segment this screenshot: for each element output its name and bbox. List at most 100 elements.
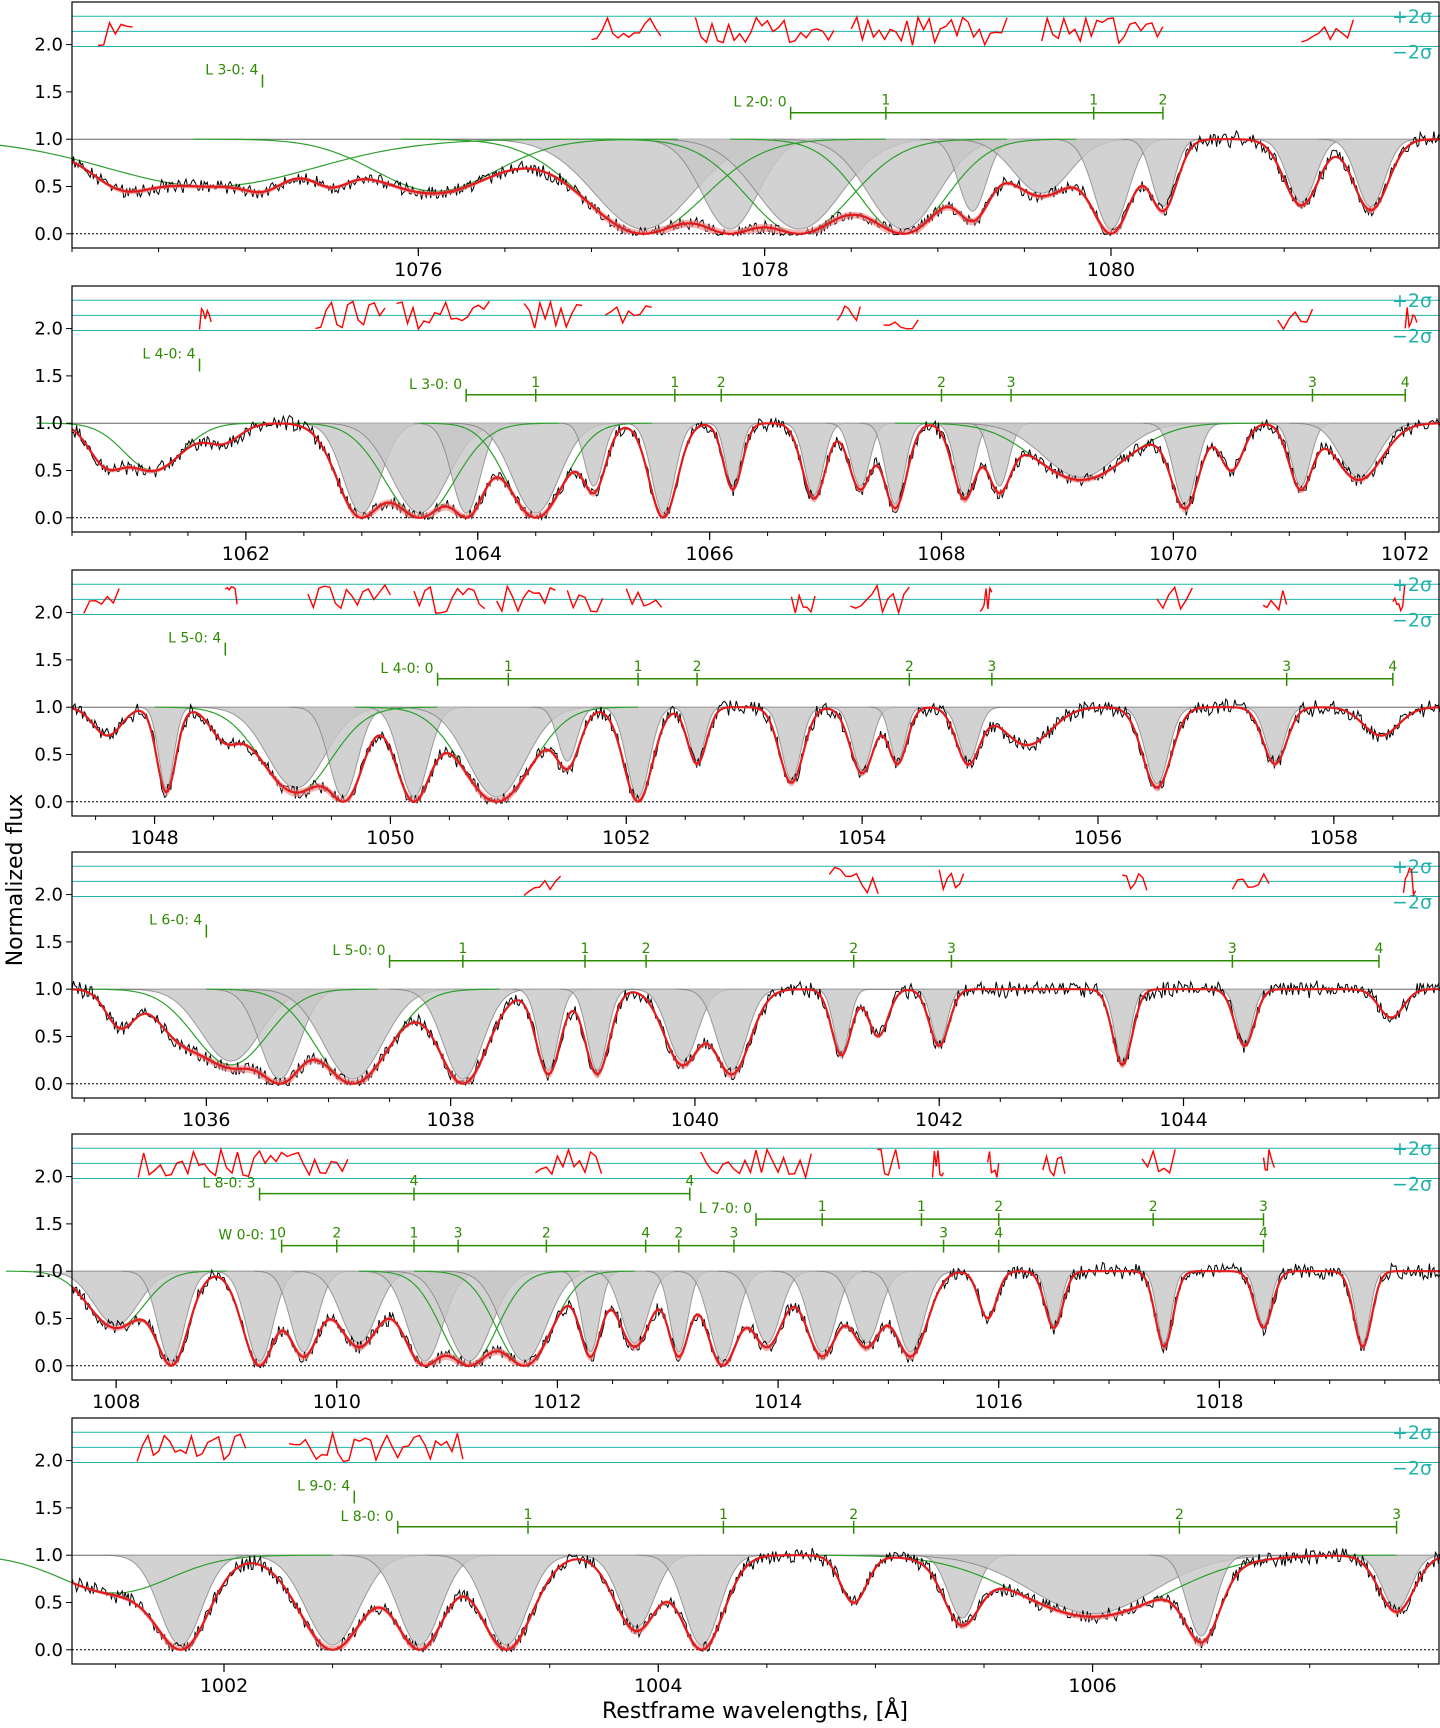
panel-2: +2σ −2σ L 4-0: 4 L 3-0: 0 1 1 2 2 3 3 4 0.0 0.5 1.0 1.… — [34, 285, 1440, 565]
fit-component-line — [84, 988, 378, 1066]
series-tick-label: 3 — [1228, 941, 1237, 957]
x-tick-label: 1004 — [634, 1675, 682, 1697]
x-axis-label: Restframe wavelengths, [Å] — [602, 1697, 908, 1724]
series-tick-label: 1 — [410, 1226, 419, 1242]
x-tick-label: 1064 — [454, 543, 502, 565]
series-tick-label: 1 — [1089, 93, 1098, 109]
series-tick-label: 3 — [1259, 1199, 1268, 1215]
x-tick-label: 1054 — [838, 827, 886, 849]
residual-segment — [1392, 585, 1406, 613]
residual-segment — [566, 590, 604, 613]
line-series-marker: L 6-0: 4 — [149, 913, 208, 938]
residual-segment — [523, 299, 583, 330]
plus-2-sigma-label: +2σ — [1392, 1422, 1432, 1444]
series-tick-label: 3 — [987, 659, 996, 675]
x-tick-label: 1080 — [1087, 259, 1135, 281]
x-tick-label: 1078 — [740, 259, 788, 281]
residual-segment — [315, 300, 386, 330]
x-tick-label: 1010 — [313, 1391, 361, 1413]
x-tick-label: 1006 — [1068, 1675, 1116, 1697]
residual-segment — [1156, 585, 1193, 611]
fit-component-line — [0, 1554, 333, 1594]
residual-segment — [604, 305, 652, 325]
plus-2-sigma-label: +2σ — [1392, 574, 1432, 596]
x-tick-label: 1016 — [975, 1391, 1023, 1413]
component-profile — [1027, 1270, 1081, 1326]
series-tick-label: 4 — [1401, 375, 1410, 391]
plus-2-sigma-label: +2σ — [1392, 290, 1432, 312]
y-tick-label: 2.0 — [34, 1167, 63, 1188]
residual-segment — [931, 1150, 945, 1178]
series-tick-label: 2 — [642, 941, 651, 957]
series-tick-label: 2 — [905, 659, 914, 675]
residual-segment — [700, 1147, 812, 1181]
series-tick-label: 3 — [1007, 375, 1016, 391]
model-line — [71, 1554, 1440, 1651]
component-profile — [704, 422, 761, 487]
y-tick-label: 1.0 — [34, 697, 63, 718]
panel-1: +2σ −2σ L 3-0: 4 L 2-0: 0 1 1 2 0.0 0.5 1.0 1.5 2.0… — [0, 1, 1440, 281]
y-tick-label: 2.0 — [34, 603, 63, 624]
residual-segment — [288, 1430, 464, 1463]
plot-area — [72, 1418, 1439, 1664]
x-tick-label: 1042 — [915, 1109, 963, 1131]
residual-segment — [224, 586, 238, 605]
series-tick-label: 1 — [917, 1199, 926, 1215]
line-series-marker: L 9-0: 4 — [297, 1479, 356, 1504]
y-tick-label: 0.0 — [34, 1356, 63, 1377]
residual-segment — [1262, 590, 1288, 612]
x-tick-label: 1072 — [1381, 543, 1429, 565]
series-tick-label: 2 — [849, 1507, 858, 1523]
series-tick-label: 2 — [542, 1226, 551, 1242]
series-tick-label: 2 — [674, 1226, 683, 1242]
residual-segment — [307, 583, 392, 610]
x-tick-label: 1062 — [222, 543, 270, 565]
x-tick-label: 1056 — [1074, 827, 1122, 849]
series-tick-label: 4 — [641, 1226, 650, 1242]
series-label: L 3-0: 0 — [409, 377, 462, 393]
series-tick-label: 2 — [937, 375, 946, 391]
x-tick-label: 1048 — [130, 827, 178, 849]
y-tick-label: 2.0 — [34, 319, 63, 340]
y-tick-label: 0.5 — [34, 461, 63, 482]
residual-segment — [136, 1433, 247, 1462]
series-tick-label: 2 — [849, 941, 858, 957]
residual-segment — [625, 588, 663, 608]
minus-2-sigma-label: −2σ — [1392, 41, 1432, 63]
series-tick-label: 3 — [947, 941, 956, 957]
series-label: W 0-0: 1 — [218, 1228, 277, 1244]
residual-segment — [979, 585, 993, 612]
residual-segment — [877, 1148, 901, 1176]
residual-segment — [694, 16, 835, 44]
observed-spectrum — [71, 698, 1440, 806]
component-profile — [668, 706, 726, 762]
series-tick-label: 1 — [881, 93, 890, 109]
residual-segment — [1122, 872, 1148, 891]
y-tick-label: 0.0 — [34, 224, 63, 245]
x-tick-label: 1014 — [754, 1391, 802, 1413]
y-tick-label: 0.0 — [34, 1640, 63, 1661]
axes-frame — [71, 569, 1440, 817]
y-tick-label: 0.5 — [34, 177, 63, 198]
series-tick-label: 1 — [531, 375, 540, 391]
residual-segment — [1042, 1153, 1066, 1178]
y-tick-label: 2.0 — [34, 35, 63, 56]
component-profile — [558, 422, 629, 487]
plot-area — [72, 2, 1439, 248]
series-tick-label: 3 — [729, 1226, 738, 1242]
plot-area — [72, 852, 1439, 1098]
line-series-marker: L 3-0: 0 1 1 2 2 3 3 4 — [409, 375, 1410, 402]
series-tick-label: 1 — [634, 659, 643, 675]
series-tick-label: 2 — [994, 1199, 1003, 1215]
series-tick-label: 3 — [454, 1226, 463, 1242]
residual-segment — [198, 306, 212, 330]
series-label: L 7-0: 0 — [699, 1201, 752, 1217]
residual-segment — [1404, 307, 1418, 330]
residual-segment — [413, 585, 486, 614]
residual-segment — [836, 305, 861, 322]
x-tick-label: 1076 — [394, 259, 442, 281]
series-tick-label: 0 — [277, 1226, 286, 1242]
residual-segment — [1402, 867, 1417, 898]
